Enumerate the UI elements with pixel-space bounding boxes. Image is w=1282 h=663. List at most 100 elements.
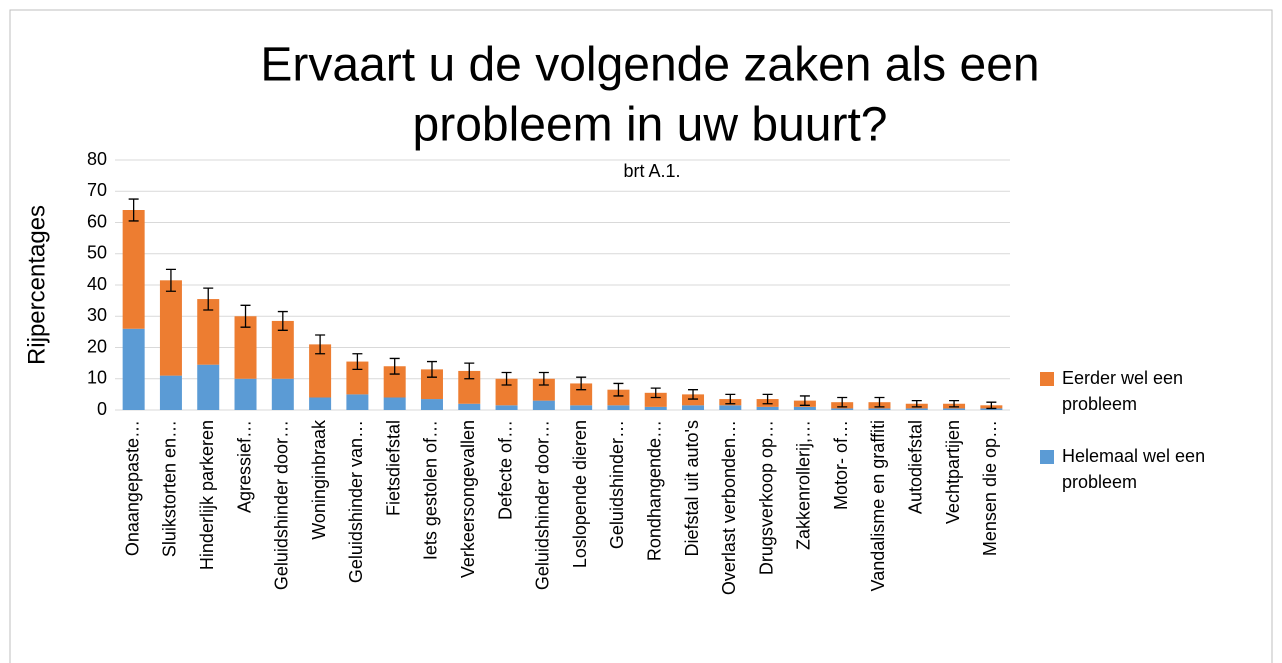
error-bar: [613, 382, 624, 397]
y-tick-label: 40: [87, 274, 107, 294]
error-bar: [725, 393, 736, 405]
error-bar: [911, 399, 922, 408]
error-bar: [426, 360, 437, 378]
error-bar: [203, 287, 214, 311]
bar-segment: [570, 383, 593, 406]
error-bar: [352, 353, 363, 371]
bar-segment: [682, 405, 705, 410]
x-tick-label: Agressief…: [234, 420, 254, 513]
y-tick-label: 70: [87, 180, 107, 200]
bar-segment: [234, 378, 257, 410]
x-tick-label: Verkeersongevallen: [458, 420, 478, 578]
x-tick-label: Autodiefstal: [906, 420, 926, 514]
error-bar: [315, 334, 326, 355]
bar-segment: [719, 405, 742, 410]
x-tick-label: Motor- of…: [831, 420, 851, 510]
legend-label: Eerder wel een probleem: [1062, 368, 1184, 414]
error-bar: [949, 399, 960, 408]
error-bar: [538, 371, 549, 386]
bar-segment: [309, 397, 332, 410]
x-tick-label: Zakkenrollerij,…: [794, 420, 814, 550]
bar-segment: [495, 405, 518, 410]
bar-segment: [234, 316, 257, 379]
legend-swatch: [1040, 450, 1054, 464]
x-tick-label: Geluidshinder door…: [533, 420, 553, 590]
x-tick-label: Hinderlijk parkeren: [197, 420, 217, 570]
bar-segment: [159, 375, 182, 410]
x-tick-label: Rondhangende…: [644, 420, 664, 561]
x-tick-label: Overlast verbonden…: [719, 420, 739, 595]
bar-segment: [122, 328, 145, 410]
chart-title: probleem in uw buurt?: [413, 99, 888, 152]
bar-segment: [495, 378, 518, 406]
error-bar: [389, 357, 400, 375]
bar-segment: [346, 394, 369, 410]
y-tick-label: 0: [97, 399, 107, 419]
bar-segment: [831, 408, 854, 410]
bar-segment: [607, 405, 630, 410]
bar-segment: [159, 280, 182, 376]
bar-segment: [607, 389, 630, 406]
x-tick-label: Fietsdiefstal: [383, 420, 403, 516]
error-bar: [240, 304, 251, 328]
bar-segment: [346, 361, 369, 395]
bar-segment: [458, 370, 481, 404]
y-tick-label: 10: [87, 368, 107, 388]
y-tick-label: 20: [87, 336, 107, 356]
bar-segment: [644, 406, 667, 410]
bar-segment: [271, 378, 294, 410]
error-bar: [837, 396, 848, 408]
x-tick-label: Loslopende dieren: [570, 420, 590, 568]
x-tick-label: Vechtpartijen: [943, 420, 963, 524]
error-bar: [464, 362, 475, 380]
bar-segment: [570, 405, 593, 410]
bar-segment: [197, 364, 220, 410]
x-tick-label: Sluikstorten en…: [160, 420, 180, 557]
error-bar: [874, 396, 885, 408]
y-tick-label: 80: [87, 149, 107, 169]
bar-segment: [682, 394, 705, 406]
bar-segment: [122, 210, 145, 329]
bar-segment: [383, 397, 406, 410]
x-tick-label: Onaangepaste…: [122, 420, 142, 556]
error-bar: [986, 401, 997, 410]
x-tick-label: Mensen die op…: [980, 420, 1000, 556]
x-tick-label: Geluidshinder door…: [272, 420, 292, 590]
bar-segment: [905, 408, 928, 410]
error-bar: [762, 393, 773, 405]
bar-segment: [420, 369, 443, 400]
bar-segment: [383, 366, 406, 398]
error-bar: [165, 268, 176, 292]
legend-label: Helemaal wel een probleem: [1062, 446, 1206, 492]
y-tick-label: 50: [87, 243, 107, 263]
legend-swatch: [1040, 372, 1054, 386]
error-bar: [688, 389, 699, 400]
bar-segment: [532, 400, 555, 410]
x-tick-label: Drugsverkoop op…: [756, 420, 776, 575]
x-tick-label: Iets gestolen of…: [421, 420, 441, 560]
chart-border: [9, 9, 1273, 663]
chart-title: Ervaart u de volgende zaken als een: [260, 39, 1039, 92]
error-bar: [277, 310, 288, 331]
bar-segment: [868, 408, 891, 410]
bar-segment: [420, 399, 443, 410]
y-tick-label: 30: [87, 305, 107, 325]
bar-segment: [532, 378, 555, 401]
x-tick-label: Vandalisme en graffiti: [868, 420, 888, 591]
bar-segment: [271, 320, 294, 379]
bar-segment: [793, 406, 816, 410]
bar-segment: [458, 403, 481, 410]
bar-segment: [943, 408, 966, 410]
x-tick-label: Geluidshinder…: [607, 420, 627, 549]
bar-segment: [756, 406, 779, 410]
y-axis-label: Rijpercentages: [23, 205, 50, 365]
error-bar: [128, 198, 139, 222]
x-tick-label: Woninginbraak: [309, 419, 329, 540]
error-bar: [650, 387, 661, 399]
bar-segment: [309, 344, 332, 398]
error-bar: [576, 376, 587, 391]
x-tick-label: Defecte of…: [495, 420, 515, 520]
error-bar: [501, 371, 512, 386]
